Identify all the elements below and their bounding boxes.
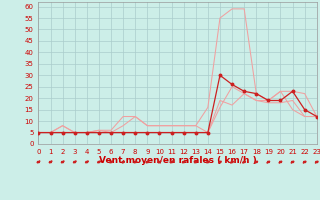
- X-axis label: Vent moyen/en rafales ( km/h ): Vent moyen/en rafales ( km/h ): [99, 156, 256, 165]
